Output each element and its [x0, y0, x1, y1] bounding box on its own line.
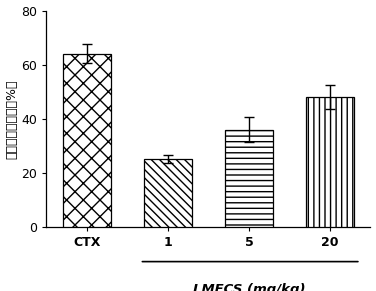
- Text: LMFCS (mg/kg): LMFCS (mg/kg): [193, 283, 305, 291]
- Bar: [224, 129, 273, 227]
- Bar: [306, 97, 354, 227]
- Bar: [62, 54, 111, 227]
- Bar: [144, 159, 192, 227]
- Y-axis label: 肌癌生长抑制率（%）: 肌癌生长抑制率（%）: [6, 79, 18, 159]
